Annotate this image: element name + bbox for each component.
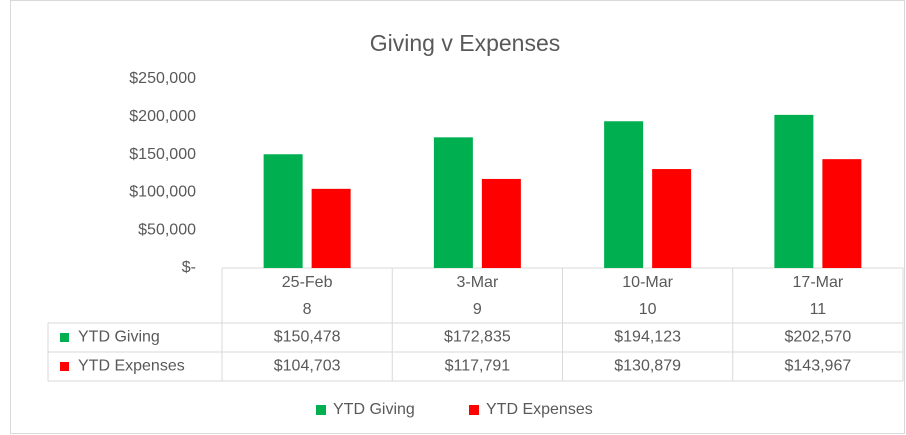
- y-tick-label: $200,000: [129, 108, 196, 125]
- table-value: $150,478: [274, 329, 341, 346]
- y-tick-label: $100,000: [129, 184, 196, 201]
- y-tick-label: $250,000: [129, 70, 196, 87]
- bar: [433, 137, 473, 268]
- bar: [822, 159, 862, 268]
- x-tick-label: 10-Mar: [622, 274, 673, 291]
- x-tick-sublabel: 11: [810, 301, 827, 318]
- table-legend-key: [60, 333, 69, 342]
- legend-label: YTD Expenses: [486, 401, 593, 418]
- table-value: $202,570: [785, 329, 852, 346]
- table-row-label: YTD Giving: [78, 329, 160, 346]
- bar: [652, 169, 692, 268]
- y-tick-label: $150,000: [129, 146, 196, 163]
- x-tick-sublabel: 9: [473, 301, 482, 318]
- x-tick-label: 3-Mar: [456, 274, 498, 291]
- legend-key: [316, 405, 326, 415]
- table-value: $117,791: [445, 358, 511, 375]
- chart-title: Giving v Expenses: [370, 30, 560, 56]
- x-tick-label: 25-Feb: [282, 274, 333, 291]
- x-tick-sublabel: 8: [303, 301, 312, 318]
- bar: [481, 178, 521, 268]
- table-row-label: YTD Expenses: [78, 358, 185, 375]
- y-tick-label: $-: [182, 259, 196, 276]
- table-value: $143,967: [785, 358, 852, 375]
- table-legend-key: [60, 362, 69, 371]
- table-value: $172,835: [444, 329, 511, 346]
- legend-key: [469, 405, 479, 415]
- bar: [311, 188, 351, 268]
- bar: [774, 114, 814, 268]
- bar: [604, 121, 644, 268]
- x-tick-sublabel: 10: [639, 301, 657, 318]
- bar: [263, 154, 303, 268]
- table-value: $194,123: [614, 329, 681, 346]
- table-value: $104,703: [274, 358, 341, 375]
- x-tick-label: 17-Mar: [793, 274, 844, 291]
- table-value: $130,879: [614, 358, 681, 375]
- legend-label: YTD Giving: [333, 401, 415, 418]
- y-tick-label: $50,000: [138, 221, 196, 238]
